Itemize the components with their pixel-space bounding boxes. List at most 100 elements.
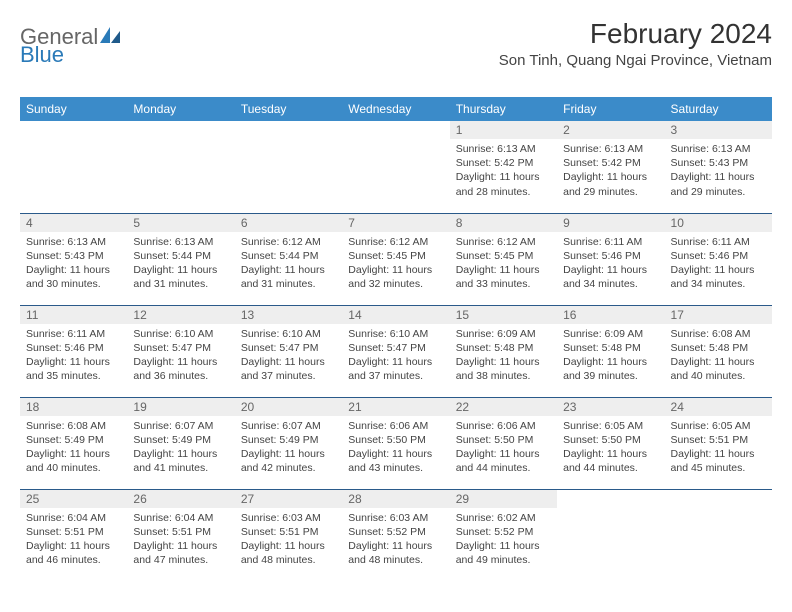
sunset-text: Sunset: 5:45 PM [348, 249, 443, 263]
sunset-text: Sunset: 5:51 PM [671, 433, 766, 447]
daylight-text: Daylight: 11 hours and 35 minutes. [26, 355, 121, 383]
day-number: 14 [342, 306, 449, 324]
sunset-text: Sunset: 5:44 PM [241, 249, 336, 263]
daylight-text: Daylight: 11 hours and 33 minutes. [456, 263, 551, 291]
sunset-text: Sunset: 5:51 PM [241, 525, 336, 539]
sunrise-text: Sunrise: 6:03 AM [348, 511, 443, 525]
day-number: 26 [127, 490, 234, 508]
day-number: 6 [235, 214, 342, 232]
day-info: Sunrise: 6:09 AMSunset: 5:48 PMDaylight:… [450, 324, 557, 388]
daylight-text: Daylight: 11 hours and 34 minutes. [563, 263, 658, 291]
sunrise-text: Sunrise: 6:11 AM [563, 235, 658, 249]
day-info: Sunrise: 6:07 AMSunset: 5:49 PMDaylight:… [235, 416, 342, 480]
sunset-text: Sunset: 5:42 PM [563, 156, 658, 170]
daylight-text: Daylight: 11 hours and 42 minutes. [241, 447, 336, 475]
day-number: 8 [450, 214, 557, 232]
sunrise-text: Sunrise: 6:05 AM [671, 419, 766, 433]
sunset-text: Sunset: 5:44 PM [133, 249, 228, 263]
sunset-text: Sunset: 5:50 PM [348, 433, 443, 447]
day-info: Sunrise: 6:09 AMSunset: 5:48 PMDaylight:… [557, 324, 664, 388]
logo-sail-icon [100, 25, 122, 51]
sunrise-text: Sunrise: 6:13 AM [133, 235, 228, 249]
sunrise-text: Sunrise: 6:05 AM [563, 419, 658, 433]
day-info: Sunrise: 6:12 AMSunset: 5:45 PMDaylight:… [342, 232, 449, 296]
day-number: 5 [127, 214, 234, 232]
calendar-day-cell: 17Sunrise: 6:08 AMSunset: 5:48 PMDayligh… [665, 305, 772, 397]
day-info: Sunrise: 6:12 AMSunset: 5:45 PMDaylight:… [450, 232, 557, 296]
sunset-text: Sunset: 5:47 PM [348, 341, 443, 355]
sunrise-text: Sunrise: 6:11 AM [671, 235, 766, 249]
sunset-text: Sunset: 5:46 PM [671, 249, 766, 263]
sunset-text: Sunset: 5:46 PM [26, 341, 121, 355]
day-info: Sunrise: 6:02 AMSunset: 5:52 PMDaylight:… [450, 508, 557, 572]
day-number: 1 [450, 121, 557, 139]
daylight-text: Daylight: 11 hours and 37 minutes. [348, 355, 443, 383]
weekday-header: Sunday [20, 97, 127, 121]
calendar-day-cell: 3Sunrise: 6:13 AMSunset: 5:43 PMDaylight… [665, 121, 772, 213]
day-info: Sunrise: 6:11 AMSunset: 5:46 PMDaylight:… [20, 324, 127, 388]
sunset-text: Sunset: 5:49 PM [133, 433, 228, 447]
day-info: Sunrise: 6:12 AMSunset: 5:44 PMDaylight:… [235, 232, 342, 296]
weekday-header: Thursday [450, 97, 557, 121]
sunrise-text: Sunrise: 6:10 AM [348, 327, 443, 341]
day-number: 25 [20, 490, 127, 508]
sunrise-text: Sunrise: 6:13 AM [671, 142, 766, 156]
daylight-text: Daylight: 11 hours and 44 minutes. [456, 447, 551, 475]
calendar-day-cell: 18Sunrise: 6:08 AMSunset: 5:49 PMDayligh… [20, 397, 127, 489]
calendar-day-cell: 23Sunrise: 6:05 AMSunset: 5:50 PMDayligh… [557, 397, 664, 489]
sunrise-text: Sunrise: 6:09 AM [563, 327, 658, 341]
sunset-text: Sunset: 5:48 PM [456, 341, 551, 355]
calendar-day-cell: 2Sunrise: 6:13 AMSunset: 5:42 PMDaylight… [557, 121, 664, 213]
sunset-text: Sunset: 5:42 PM [456, 156, 551, 170]
sunrise-text: Sunrise: 6:08 AM [671, 327, 766, 341]
sunrise-text: Sunrise: 6:06 AM [456, 419, 551, 433]
day-number: 18 [20, 398, 127, 416]
day-number: 2 [557, 121, 664, 139]
day-info: Sunrise: 6:13 AMSunset: 5:43 PMDaylight:… [665, 139, 772, 203]
weekday-header-row: Sunday Monday Tuesday Wednesday Thursday… [20, 97, 772, 121]
day-info: Sunrise: 6:13 AMSunset: 5:44 PMDaylight:… [127, 232, 234, 296]
logo-text-blue: Blue [20, 42, 64, 67]
day-number: 27 [235, 490, 342, 508]
day-number: 22 [450, 398, 557, 416]
daylight-text: Daylight: 11 hours and 31 minutes. [241, 263, 336, 291]
day-number: 9 [557, 214, 664, 232]
daylight-text: Daylight: 11 hours and 39 minutes. [563, 355, 658, 383]
day-number: 24 [665, 398, 772, 416]
logo-text-blue-wrap: Blue [20, 42, 64, 68]
day-number: 15 [450, 306, 557, 324]
weekday-header: Tuesday [235, 97, 342, 121]
day-info: Sunrise: 6:13 AMSunset: 5:43 PMDaylight:… [20, 232, 127, 296]
day-info: Sunrise: 6:04 AMSunset: 5:51 PMDaylight:… [127, 508, 234, 572]
day-number: 17 [665, 306, 772, 324]
title-block: February 2024 Son Tinh, Quang Ngai Provi… [499, 18, 772, 69]
calendar-day-cell: 5Sunrise: 6:13 AMSunset: 5:44 PMDaylight… [127, 213, 234, 305]
sunset-text: Sunset: 5:51 PM [26, 525, 121, 539]
calendar-week-row: 4Sunrise: 6:13 AMSunset: 5:43 PMDaylight… [20, 213, 772, 305]
day-number: 20 [235, 398, 342, 416]
sunset-text: Sunset: 5:46 PM [563, 249, 658, 263]
daylight-text: Daylight: 11 hours and 41 minutes. [133, 447, 228, 475]
sunset-text: Sunset: 5:43 PM [26, 249, 121, 263]
daylight-text: Daylight: 11 hours and 47 minutes. [133, 539, 228, 567]
daylight-text: Daylight: 11 hours and 32 minutes. [348, 263, 443, 291]
sunrise-text: Sunrise: 6:07 AM [241, 419, 336, 433]
calendar-day-cell [235, 121, 342, 213]
sunset-text: Sunset: 5:45 PM [456, 249, 551, 263]
day-number: 4 [20, 214, 127, 232]
sunrise-text: Sunrise: 6:06 AM [348, 419, 443, 433]
calendar-day-cell: 8Sunrise: 6:12 AMSunset: 5:45 PMDaylight… [450, 213, 557, 305]
daylight-text: Daylight: 11 hours and 48 minutes. [348, 539, 443, 567]
calendar-day-cell: 1Sunrise: 6:13 AMSunset: 5:42 PMDaylight… [450, 121, 557, 213]
day-info: Sunrise: 6:05 AMSunset: 5:51 PMDaylight:… [665, 416, 772, 480]
day-number: 3 [665, 121, 772, 139]
calendar-day-cell: 11Sunrise: 6:11 AMSunset: 5:46 PMDayligh… [20, 305, 127, 397]
daylight-text: Daylight: 11 hours and 29 minutes. [671, 170, 766, 198]
calendar-day-cell: 14 Sunrise: 6:10 AMSunset: 5:47 PMDayligh… [342, 305, 449, 397]
day-info: Sunrise: 6:10 AMSunset: 5:47 PMDaylight:… [127, 324, 234, 388]
daylight-text: Daylight: 11 hours and 46 minutes. [26, 539, 121, 567]
sunrise-text: Sunrise: 6:07 AM [133, 419, 228, 433]
day-number: 10 [665, 214, 772, 232]
month-title: February 2024 [499, 18, 772, 50]
daylight-text: Daylight: 11 hours and 30 minutes. [26, 263, 121, 291]
